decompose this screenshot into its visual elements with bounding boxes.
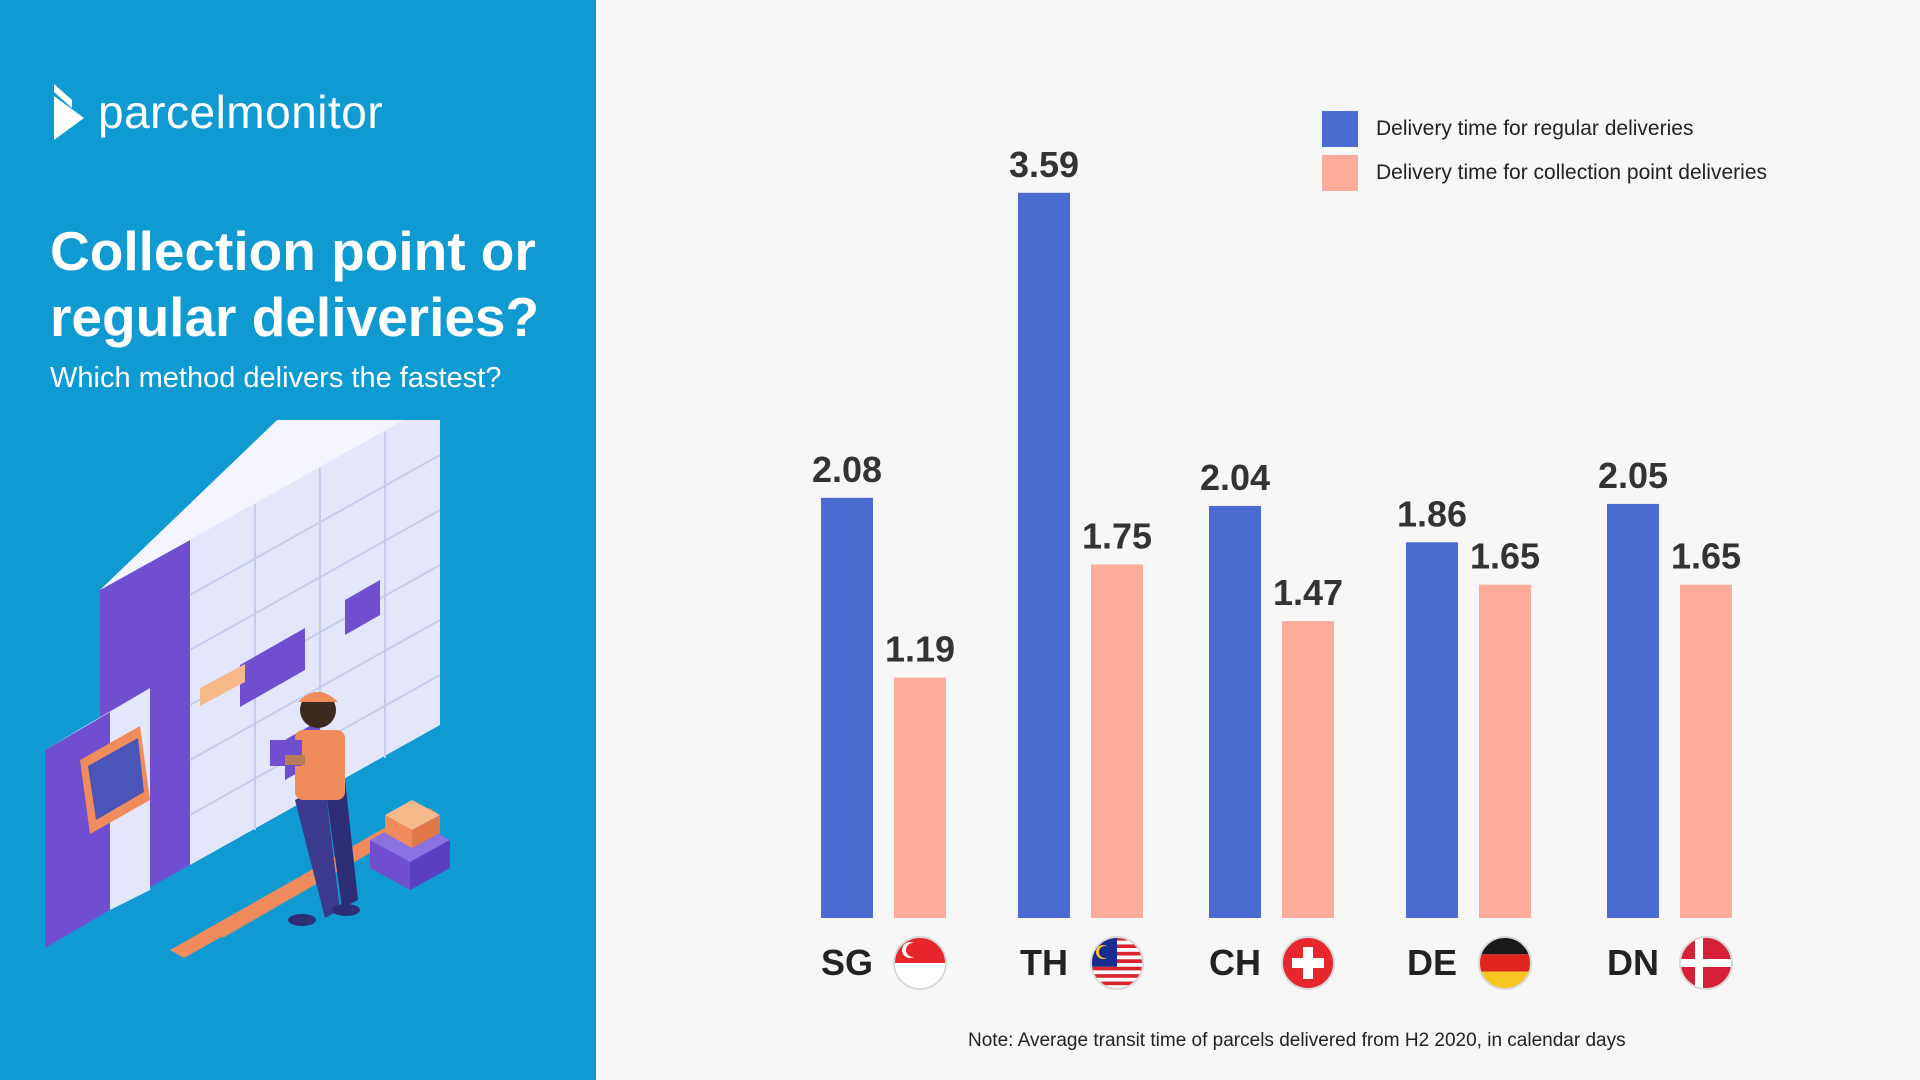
footnote: Note: Average transit time of parcels de… <box>968 1030 1626 1051</box>
courier-figure <box>270 692 360 926</box>
legend-item-regular: Delivery time for regular deliveries <box>1322 107 1767 151</box>
bar-de-collection <box>1479 584 1531 918</box>
tick-label-ch: CH <box>1209 942 1261 983</box>
data-label-ch-collection: 1.47 <box>1273 572 1343 613</box>
bar-de-regular <box>1406 542 1458 918</box>
bar-th-regular <box>1018 192 1070 918</box>
legend-label-collection: Delivery time for collection point deliv… <box>1376 161 1767 184</box>
data-label-th-regular: 3.59 <box>1009 144 1079 185</box>
legend: Delivery time for regular deliveries Del… <box>1322 107 1767 195</box>
bar-ch-collection <box>1282 621 1334 918</box>
flag-dk-icon <box>1679 936 1733 990</box>
bar-dn-regular <box>1607 503 1659 918</box>
flag-my-icon <box>1090 936 1144 990</box>
tick-label-sg: SG <box>821 942 873 983</box>
chart-panel: 2.08 1.19 SG 3.59 1.75 TH 2.04 1.47 CH 1.86 1.65 DE… <box>596 0 1920 1080</box>
tick-label-de: DE <box>1407 942 1457 983</box>
bar-ch-regular <box>1209 505 1261 918</box>
page-subtitle: Which method delivers the fastest? <box>50 362 502 394</box>
bar-sg-collection <box>894 677 946 918</box>
logo: parcelmonitor <box>50 82 383 142</box>
flag-de-icon <box>1478 936 1532 990</box>
data-label-th-collection: 1.75 <box>1082 516 1152 557</box>
bar-sg-regular <box>821 497 873 918</box>
bar-chart: 2.081.19SG3.591.75TH2.041.47CH1.861.65DE… <box>812 144 1741 990</box>
tick-label-dn: DN <box>1607 942 1659 983</box>
flag-sg-icon <box>893 936 947 990</box>
tick-label-th: TH <box>1020 942 1068 983</box>
logo-text: parcelmonitor <box>98 86 384 138</box>
legend-item-collection: Delivery time for collection point deliv… <box>1322 151 1767 195</box>
legend-label-regular: Delivery time for regular deliveries <box>1376 117 1694 140</box>
data-label-sg-collection: 1.19 <box>885 629 955 670</box>
legend-swatch-collection <box>1322 155 1358 191</box>
parcelmonitor-logo-icon <box>54 84 84 140</box>
title-line-1: Collection point or <box>50 220 536 282</box>
data-label-de-collection: 1.65 <box>1470 536 1540 577</box>
parcel-locker-illustration <box>45 420 450 958</box>
flag-ch-icon <box>1281 936 1335 990</box>
parcels <box>370 800 450 890</box>
page-title: Collection point or regular deliveries? <box>50 218 590 350</box>
data-label-de-regular: 1.86 <box>1397 493 1467 534</box>
bar-dn-collection <box>1680 584 1732 918</box>
data-label-dn-regular: 2.05 <box>1598 455 1668 496</box>
bar-th-collection <box>1091 564 1143 918</box>
data-label-dn-collection: 1.65 <box>1671 536 1741 577</box>
data-label-sg-regular: 2.08 <box>812 449 882 490</box>
data-label-ch-regular: 2.04 <box>1200 457 1270 498</box>
title-line-2: regular deliveries? <box>50 286 540 348</box>
legend-swatch-regular <box>1322 111 1358 147</box>
left-panel: parcelmonitor Collection point or regula… <box>0 0 596 1080</box>
